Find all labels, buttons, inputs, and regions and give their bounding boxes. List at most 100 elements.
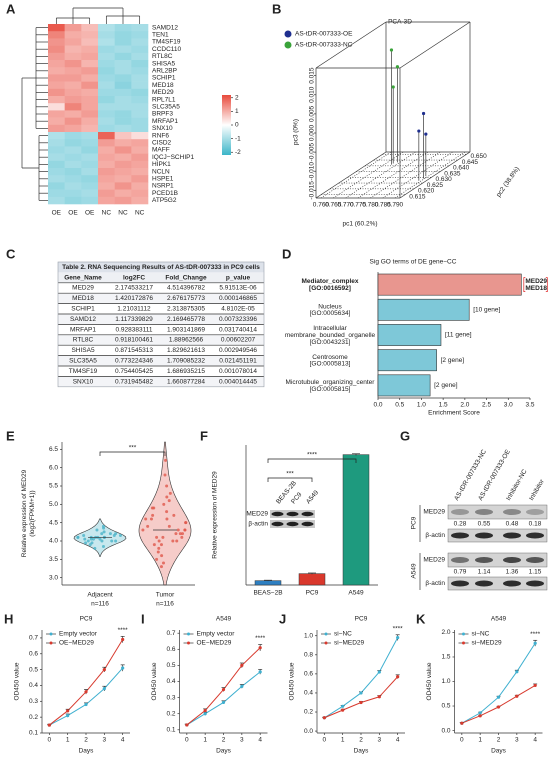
row-label: SCHIP1 xyxy=(152,75,176,82)
heatmap-cell xyxy=(81,24,99,32)
y-tick-label: 0.645 xyxy=(462,159,479,166)
y-tick-label: 0.630 xyxy=(436,176,453,183)
table-cell: 1.117339829 xyxy=(115,316,153,323)
table-cell: 1.420172876 xyxy=(115,295,153,302)
point xyxy=(95,528,99,532)
blot-band xyxy=(451,557,469,563)
point xyxy=(174,532,178,536)
heatmap-cell xyxy=(131,67,149,75)
violin xyxy=(138,441,192,586)
row-label: NCLN xyxy=(152,168,170,175)
heatmap-cell xyxy=(98,67,115,75)
heatmap-cell xyxy=(81,117,99,126)
point xyxy=(496,695,501,699)
row-label: SHISA5 xyxy=(152,60,176,67)
point xyxy=(359,691,363,695)
row-label: RNF6 xyxy=(152,132,169,139)
heatmap-cell xyxy=(131,74,149,82)
panel-label: G xyxy=(400,428,410,443)
x-tick-label: 0.760 xyxy=(313,202,330,209)
heatmap-cell xyxy=(48,24,65,32)
panel-label: J xyxy=(279,611,286,626)
heatmap-cell xyxy=(48,45,65,54)
line xyxy=(49,639,124,726)
y-tick-label: 0.2 xyxy=(29,714,38,721)
heatmap-cell xyxy=(114,168,132,176)
blot-row-label: MED29 xyxy=(246,511,268,518)
heatmap-cell xyxy=(48,168,65,176)
blot-band xyxy=(475,557,493,563)
point xyxy=(118,534,122,537)
row-label: SNX10 xyxy=(152,125,173,132)
row-label: BRPF3 xyxy=(152,111,173,118)
point xyxy=(100,532,104,536)
heatmap-cell xyxy=(131,103,149,111)
x-tick-label: Tumor n=116 xyxy=(156,591,175,607)
table-cell: 4.8102E-05 xyxy=(221,306,255,313)
heatmap-cell xyxy=(81,139,99,147)
heatmap-cell xyxy=(98,103,115,111)
y-tick-label: 3.0 xyxy=(49,574,58,581)
panel-label: E xyxy=(6,428,15,443)
band-value: 0.28 xyxy=(454,521,467,528)
significance-bracket xyxy=(267,477,313,482)
bar xyxy=(377,349,437,372)
grid-line xyxy=(333,151,404,199)
point xyxy=(515,670,519,674)
heatmap-cell xyxy=(114,110,132,118)
point xyxy=(110,539,114,543)
significance: **** xyxy=(393,625,404,632)
point xyxy=(102,687,106,691)
y-tick-label: 0.4 xyxy=(29,682,38,689)
heatmap-cell xyxy=(48,88,65,97)
colorbar-label: 0 xyxy=(235,122,239,129)
group-label: A549 xyxy=(411,563,418,579)
point xyxy=(171,539,175,543)
column-label: NC xyxy=(135,210,145,217)
category-label: Microtubule_organizing_center [GO:0005815… xyxy=(286,379,376,393)
x-tick-label: Adjacent n=116 xyxy=(87,591,112,607)
category-label: Intracellular membrane_bounded_organelle[… xyxy=(285,325,376,346)
band-value: 1.36 xyxy=(506,569,519,576)
x-tick-label: 0.775 xyxy=(350,202,367,209)
row-label: MAFF xyxy=(152,147,170,154)
point xyxy=(396,636,400,640)
y-tick-label: 0.6 xyxy=(29,650,38,657)
heatmap-cell xyxy=(114,189,132,198)
significance: *** xyxy=(286,471,294,478)
table-row-bg xyxy=(58,314,264,325)
point xyxy=(377,670,381,674)
z-tick-label: 0.015 xyxy=(309,67,316,84)
heatmap-cell xyxy=(131,160,149,169)
legend-label: OE−MED29 xyxy=(59,640,94,647)
table-cell: SHISA5 xyxy=(71,347,95,354)
heatmap-cell xyxy=(114,45,132,54)
point xyxy=(86,539,90,543)
heatmap-cell xyxy=(98,81,115,90)
significance: **** xyxy=(255,635,266,642)
point xyxy=(151,513,155,517)
y-tick-label: 0.1 xyxy=(29,730,38,737)
heatmap-cell xyxy=(131,182,149,190)
point xyxy=(66,713,70,718)
bar-label: MED29 MED18 xyxy=(525,278,547,292)
x-axis-label: Days xyxy=(491,748,507,755)
y-axis-label: OD450 value xyxy=(289,662,296,700)
column-label: OE xyxy=(68,210,78,217)
heatmap-cell xyxy=(48,96,65,104)
row-label: HSPE1 xyxy=(152,176,174,183)
heatmap-cell xyxy=(64,52,82,61)
row-label: MRFAP1 xyxy=(152,118,178,125)
x-tick-label: 4 xyxy=(121,737,125,744)
blot-strip xyxy=(447,504,548,520)
heatmap-cell xyxy=(114,52,132,61)
heatmap-cell xyxy=(48,31,65,39)
x-tick-label: 0.770 xyxy=(338,202,355,209)
legend-marker xyxy=(187,632,190,636)
heatmap-cell xyxy=(131,139,149,147)
heatmap-cell xyxy=(98,45,115,54)
point xyxy=(101,524,105,528)
point xyxy=(167,524,171,528)
point xyxy=(515,694,519,698)
point xyxy=(90,541,94,545)
